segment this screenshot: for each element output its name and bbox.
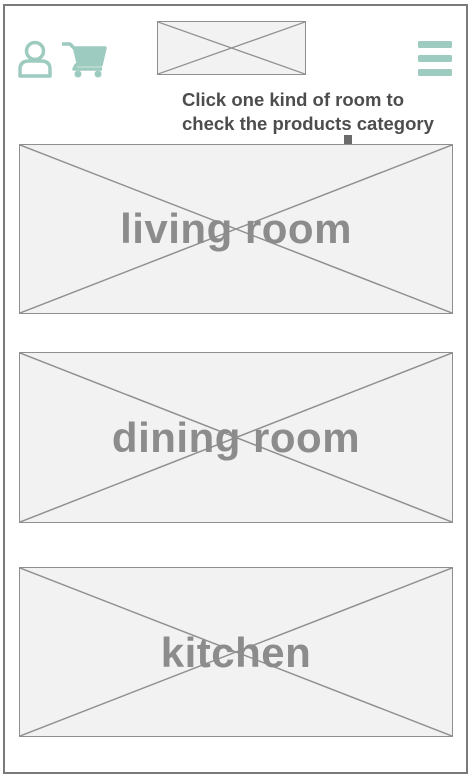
logo-image-placeholder[interactable] bbox=[157, 21, 306, 75]
user-icon[interactable] bbox=[17, 40, 53, 78]
room-card-dining-room[interactable]: dining room bbox=[19, 352, 453, 523]
room-label: living room bbox=[120, 205, 352, 252]
cart-icon[interactable] bbox=[61, 40, 107, 78]
annotation-line-1: Click one kind of room to bbox=[182, 89, 405, 110]
room-card-living-room[interactable]: living room bbox=[19, 144, 453, 314]
hamburger-menu-icon[interactable] bbox=[417, 40, 453, 78]
annotation-note: Click one kind of room to check the prod… bbox=[182, 88, 434, 136]
room-label: dining room bbox=[111, 414, 361, 461]
room-label: kitchen bbox=[160, 629, 312, 676]
annotation-line-2: check the products category bbox=[182, 113, 434, 134]
room-card-kitchen[interactable]: kitchen bbox=[19, 567, 453, 737]
